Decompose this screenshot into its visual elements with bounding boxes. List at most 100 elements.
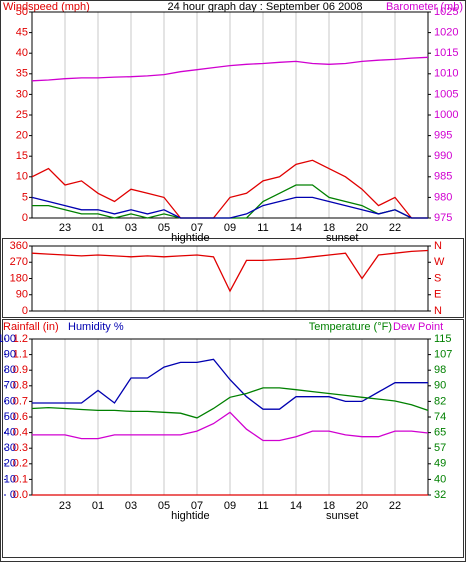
y-tick-label: 40 <box>16 47 28 59</box>
y2-tick-label: 995 <box>434 130 452 142</box>
x-tick-label: 05 <box>158 500 170 512</box>
y-tick-label: 180 <box>10 272 28 284</box>
y3-tick-label: 90 <box>4 349 16 361</box>
series-line <box>32 411 429 442</box>
y-tick-label: 0.2 <box>13 458 28 470</box>
series-line <box>31 249 429 293</box>
x-tick-label: 11 <box>257 500 268 512</box>
series-line <box>32 358 428 410</box>
x-tick-label: 14 <box>290 500 302 512</box>
y-tick-label: 0.9 <box>13 364 28 376</box>
y-tick-label: 0.1 <box>13 473 28 485</box>
y-axis-label: Windspeed (mph) <box>3 1 90 13</box>
y-tick-label: 0.3 <box>13 442 28 454</box>
y2-tick-label: 82 <box>434 395 446 407</box>
y-tick-label: 1.1 <box>13 349 28 361</box>
y2-tick-label: 990 <box>434 150 452 162</box>
x-tick-label: 20 <box>356 500 368 512</box>
y2-tick-label: 115 <box>434 333 452 345</box>
y3-tick-label: 70 <box>4 380 16 392</box>
x-tick-label: 03 <box>125 500 137 512</box>
y2-tick-label: 1025 <box>434 6 458 18</box>
y-tick-label: 20 <box>16 130 28 142</box>
y3-tick-label: 40 <box>4 427 16 439</box>
y-tick-label: 0.8 <box>13 380 28 392</box>
y2-tick-label: 1020 <box>434 27 458 39</box>
y-tick-label: 270 <box>10 256 28 268</box>
y2-tick-label: 49 <box>434 458 446 470</box>
x-tick-label: 22 <box>389 222 401 234</box>
y-tick-label: 15 <box>16 150 28 162</box>
series-label: Temperature (°F) <box>309 321 392 333</box>
y2-tick-label: 74 <box>434 411 446 423</box>
x-tick-label: 07 <box>191 222 203 234</box>
y2-tick-label: S <box>434 272 441 284</box>
series-label: Rainfall (in) <box>3 321 59 333</box>
x-tick-label: 01 <box>92 222 104 234</box>
x-tick-label: 14 <box>290 222 302 234</box>
x-tick-label: 03 <box>125 222 137 234</box>
x-tick-label: 09 <box>224 500 236 512</box>
y2-tick-label: 57 <box>434 442 446 454</box>
x-tick-label: 11 <box>257 222 268 234</box>
y-tick-label: 35 <box>16 68 28 80</box>
annotation: hightide <box>171 232 210 244</box>
annotation: sunset <box>326 510 358 522</box>
y2-axis-label: Barometer (mb) <box>386 1 463 13</box>
y-tick-label: 25 <box>16 109 28 121</box>
x-tick-label: 18 <box>323 222 335 234</box>
series-label: Dew Point <box>393 321 443 333</box>
x-tick-label: 01 <box>92 500 104 512</box>
y2-tick-label: 32 <box>434 489 446 501</box>
series-label: Humidity % <box>68 321 124 333</box>
x-tick-label: 23 <box>59 222 71 234</box>
y3-tick-label: 60 <box>4 395 16 407</box>
series-line <box>31 387 429 419</box>
x-tick-label: 23 <box>59 500 71 512</box>
x-tick-label: 20 <box>356 222 368 234</box>
y-tick-label: 0 <box>22 212 28 224</box>
y-tick-label: 50 <box>16 6 28 18</box>
x-tick-label: 09 <box>224 222 236 234</box>
y2-tick-label: 980 <box>434 191 452 203</box>
y2-tick-label: 1010 <box>434 68 458 80</box>
x-tick-label: 18 <box>323 500 335 512</box>
y3-tick-label: 80 <box>4 364 16 376</box>
y-tick-label: 90 <box>16 289 28 301</box>
y2-tick-label: W <box>434 256 445 268</box>
x-tick-label: 05 <box>158 222 170 234</box>
y2-tick-label: 1015 <box>434 47 458 59</box>
y-tick-label: 360 <box>10 240 28 252</box>
panel-frame <box>2 238 464 318</box>
y-tick-label: 5 <box>22 191 28 203</box>
y3-tick-label: 100 <box>0 333 16 345</box>
y2-tick-label: 98 <box>434 364 446 376</box>
y-tick-label: 0 <box>22 305 28 317</box>
y-tick-label: 45 <box>16 27 28 39</box>
y2-tick-label: 65 <box>434 427 446 439</box>
y-tick-label: 0.7 <box>13 395 28 407</box>
y2-tick-label: 975 <box>434 212 452 224</box>
y2-tick-label: N <box>434 305 442 317</box>
annotation: sunset <box>326 232 358 244</box>
y3-tick-label: 20 <box>4 458 16 470</box>
y-tick-label: 30 <box>16 88 28 100</box>
y3-tick-label: 0 <box>10 489 16 501</box>
series-line <box>31 159 428 219</box>
annotation: hightide <box>171 510 210 522</box>
panel-frame <box>2 319 464 558</box>
y2-tick-label: 985 <box>434 171 452 183</box>
series-line <box>31 196 428 219</box>
x-tick-label: 07 <box>191 500 203 512</box>
y-tick-label: 0.4 <box>13 427 28 439</box>
y2-tick-label: 107 <box>434 349 452 361</box>
x-tick-label: 22 <box>389 500 401 512</box>
y2-tick-label: 1000 <box>434 109 458 121</box>
y2-tick-label: 90 <box>434 380 446 392</box>
y3-tick-label: 30 <box>4 442 16 454</box>
y-tick-label: 1.2 <box>13 333 28 345</box>
chart-title: 24 hour graph day : September 06 2008 <box>167 1 362 13</box>
y2-tick-label: E <box>434 289 441 301</box>
